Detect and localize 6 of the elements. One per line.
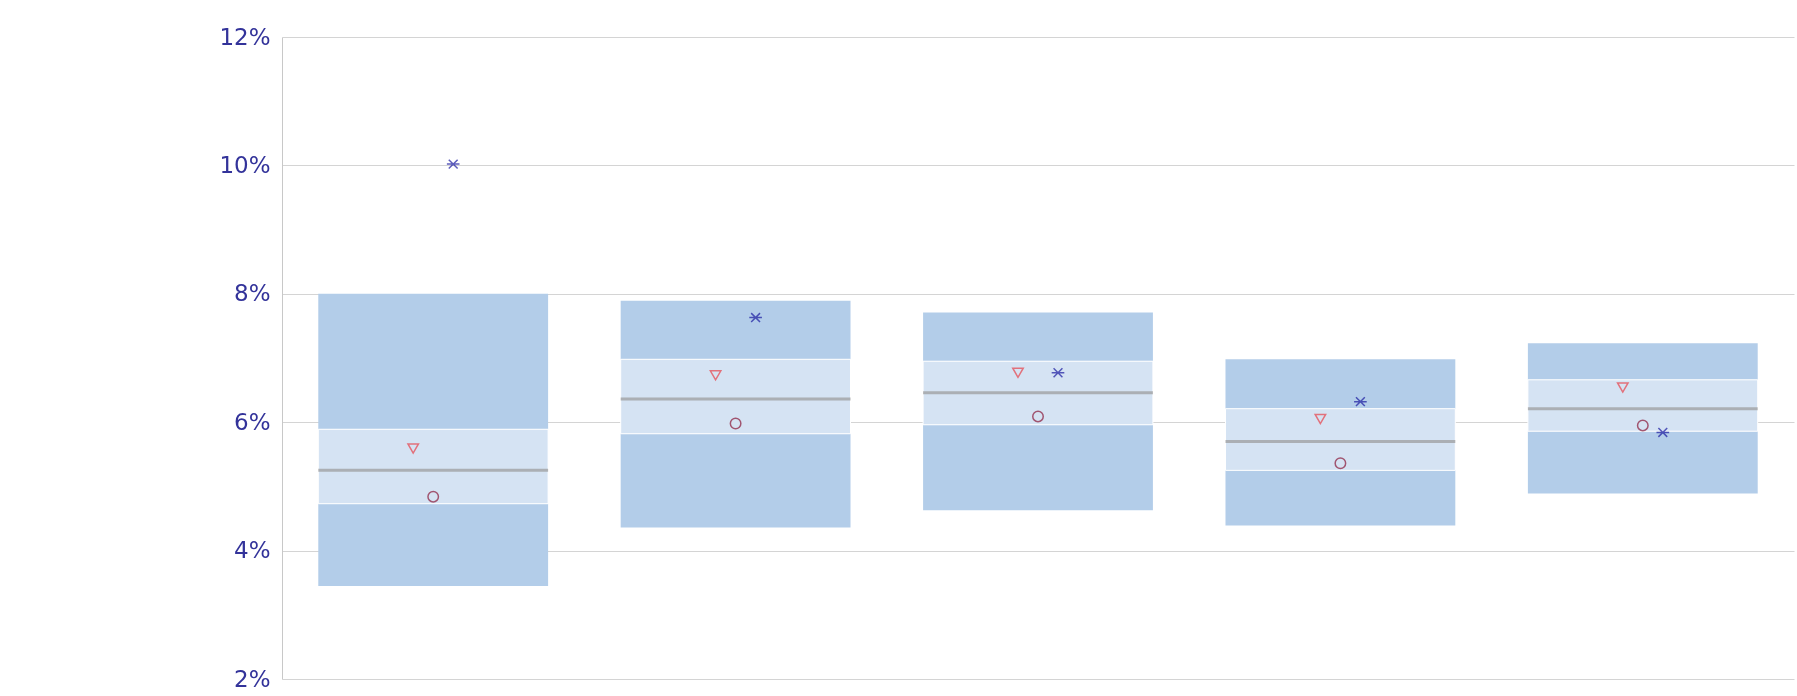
y-tick-label: 8% — [234, 280, 271, 307]
y-tick-label: 6% — [234, 408, 271, 435]
y-tick-label: 2% — [234, 665, 271, 692]
y-tick-label: 10% — [219, 151, 271, 178]
y-tick-label: 12% — [219, 23, 271, 50]
y-tick-label: 4% — [234, 537, 271, 564]
